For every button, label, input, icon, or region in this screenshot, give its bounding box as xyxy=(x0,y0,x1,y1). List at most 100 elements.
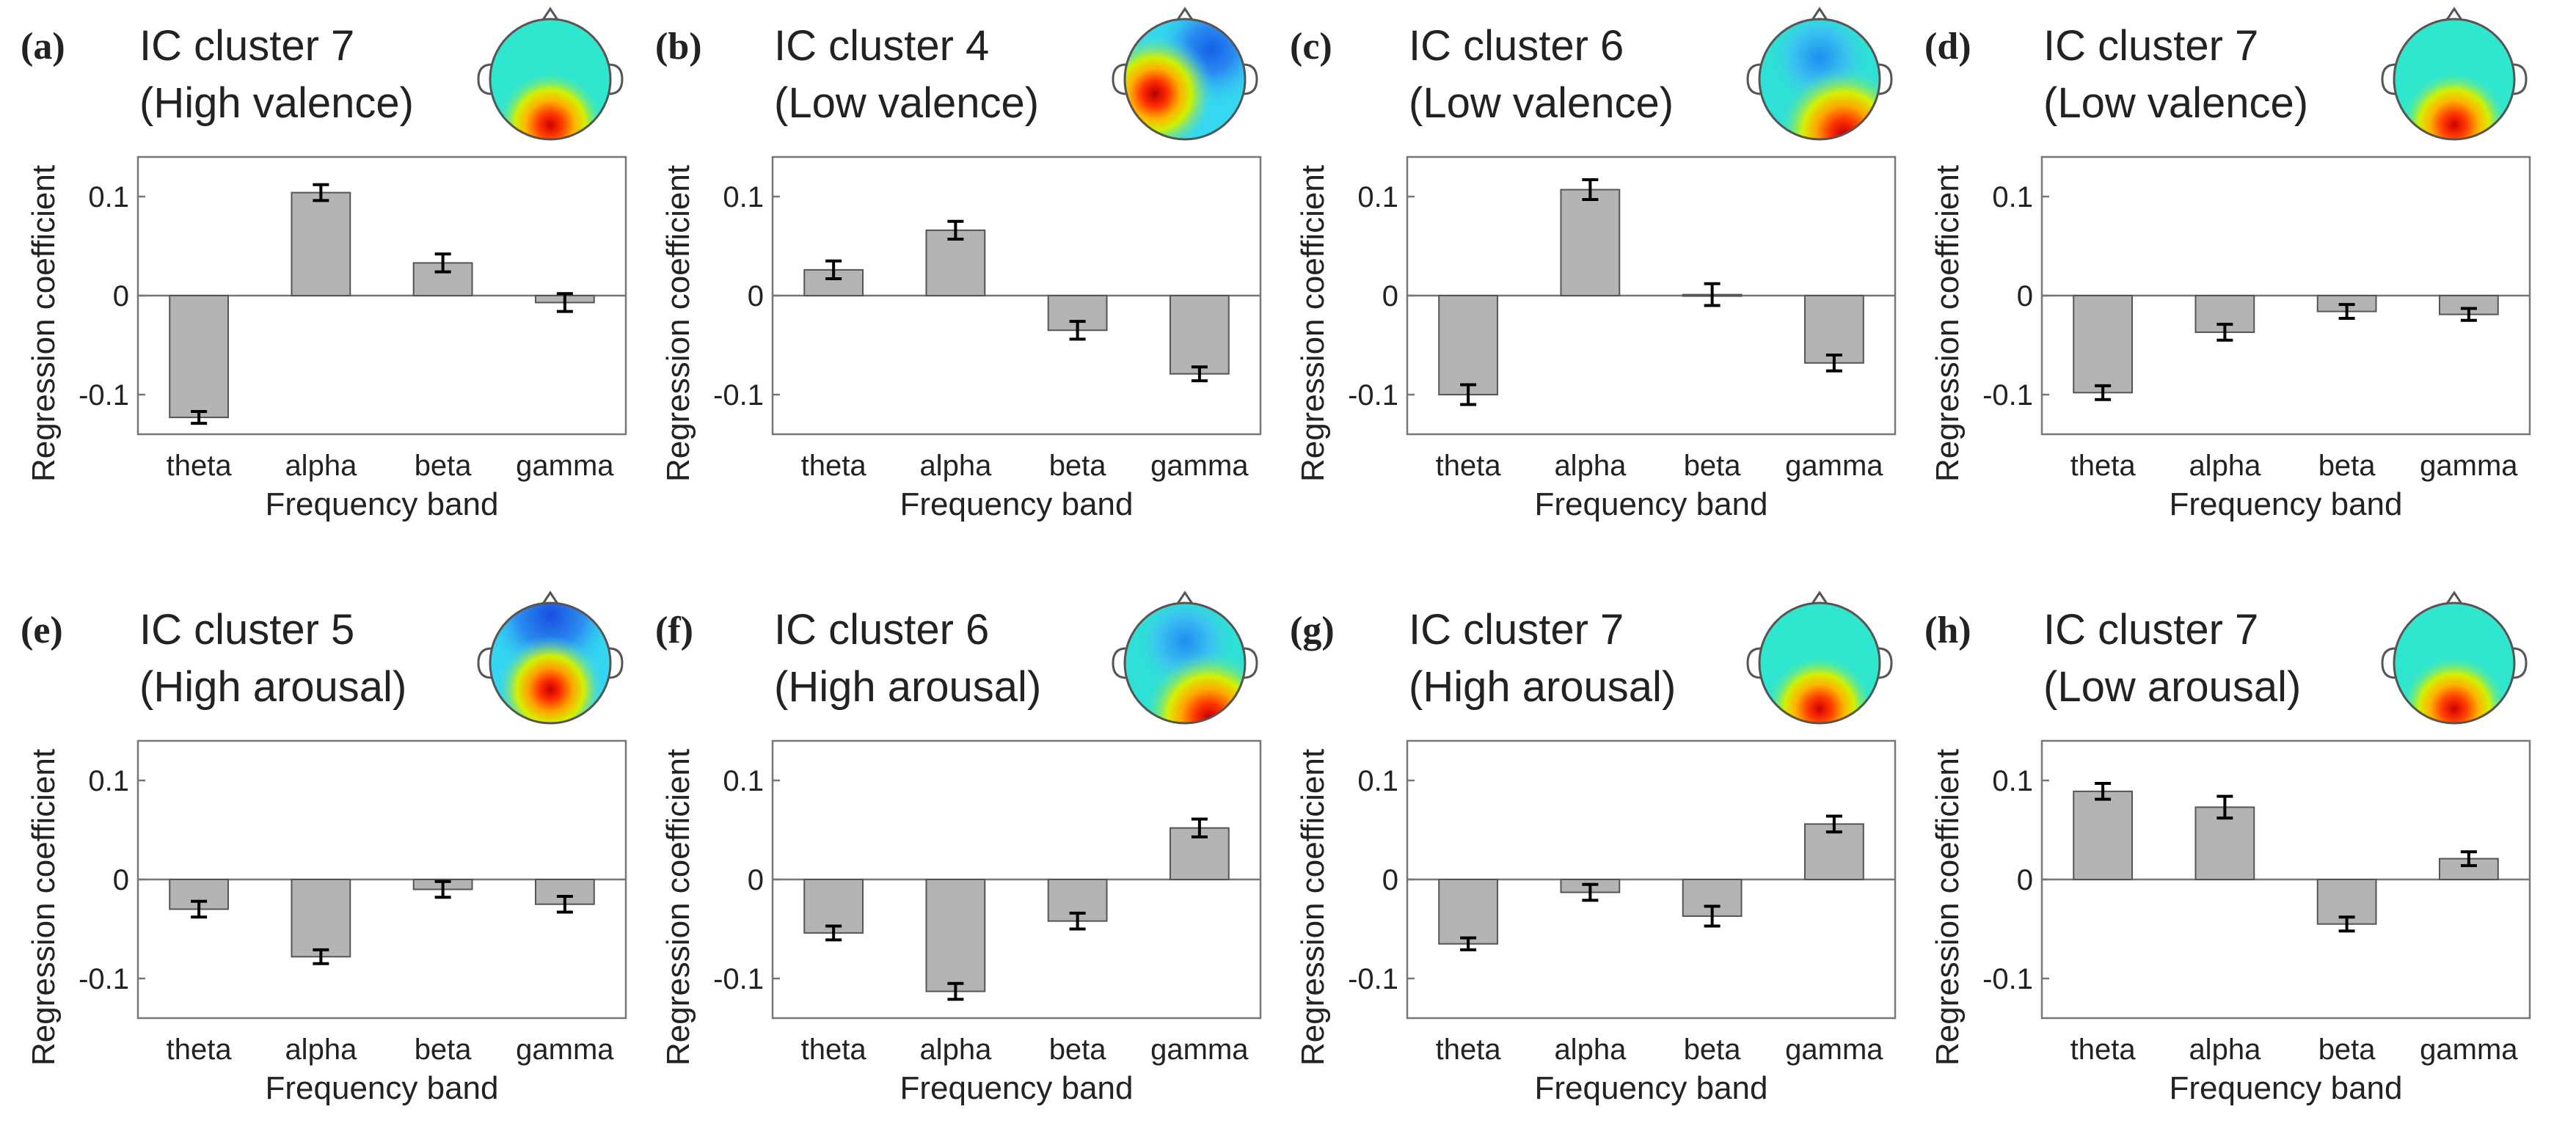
x-tick-label-theta: theta xyxy=(801,450,867,482)
head-nose xyxy=(2445,7,2463,21)
x-tick-label-gamma: gamma xyxy=(1785,1034,1883,1066)
head-nose xyxy=(1176,7,1194,21)
panel-letter: (a) xyxy=(21,26,65,67)
head-right-ear xyxy=(2512,63,2528,95)
x-tick-label-alpha: alpha xyxy=(285,450,357,482)
head-left-ear xyxy=(2381,63,2396,95)
head-left-ear xyxy=(1746,647,1762,679)
x-tick-label-alpha: alpha xyxy=(2189,1034,2261,1066)
y-tick-label: 0.1 xyxy=(88,181,129,213)
panel-letter: (h) xyxy=(1924,610,1971,651)
x-tick-label-theta: theta xyxy=(801,1034,867,1066)
y-tick-label: 0.1 xyxy=(723,181,764,213)
panel-d: (d) IC cluster 7 (Low valence) 0.1 0 -0.1 thet… xyxy=(1924,7,2531,522)
head-blob xyxy=(1125,19,1245,139)
head-blob xyxy=(2394,603,2514,723)
panel-b: (b) IC cluster 4 (Low valence) 0.1 0 -0.1 thet… xyxy=(655,7,1262,522)
y-tick-label: -0.1 xyxy=(1348,379,1398,411)
error-bar-alpha xyxy=(1582,882,1599,902)
panel-letter: (g) xyxy=(1290,610,1335,651)
x-tick-label-beta: beta xyxy=(1684,450,1742,482)
head-right-ear xyxy=(2512,647,2528,679)
panel-title-line2: (High arousal) xyxy=(1409,663,1676,711)
bar-theta xyxy=(2073,295,2134,394)
head-blob xyxy=(1759,19,1880,139)
bar-alpha xyxy=(291,879,351,958)
bar-theta xyxy=(169,295,230,419)
x-tick-label-beta: beta xyxy=(1049,1034,1107,1066)
bar-theta xyxy=(2073,790,2134,880)
head-nose xyxy=(1811,7,1828,21)
y-axis-label: Regression coefficient xyxy=(1295,749,1331,1066)
head-blob xyxy=(490,19,610,139)
head-left-ear xyxy=(1112,647,1127,679)
error-bar-gamma xyxy=(2460,307,2477,322)
x-tick-label-gamma: gamma xyxy=(2420,1034,2518,1066)
head-nose xyxy=(541,590,559,604)
x-tick-label-theta: theta xyxy=(1436,1034,1502,1066)
head-outline xyxy=(1123,601,1247,725)
error-bar-alpha xyxy=(313,948,329,965)
head-left-ear xyxy=(477,647,492,679)
panel-title-line2: (Low valence) xyxy=(1409,79,1674,127)
panel-e: (e) IC cluster 5 (High arousal) 0.1 0 -0.1 the… xyxy=(21,590,627,1106)
y-tick-label: -0.1 xyxy=(79,379,129,411)
head-outline xyxy=(2393,601,2516,725)
topomap-head-icon xyxy=(1746,590,1893,725)
x-tick-label-alpha: alpha xyxy=(1554,1034,1627,1066)
error-bar-alpha xyxy=(947,219,964,241)
x-tick-label-beta: beta xyxy=(2318,450,2376,482)
error-bar-alpha xyxy=(313,183,329,202)
bar-alpha xyxy=(925,229,986,296)
error-bar-beta xyxy=(1069,911,1086,931)
x-axis-label: Frequency band xyxy=(2170,486,2403,522)
error-bar-gamma xyxy=(2460,850,2477,868)
panel-title-line1: IC cluster 7 xyxy=(2043,22,2258,70)
x-axis-label: Frequency band xyxy=(266,486,499,522)
head-nose xyxy=(1811,590,1828,604)
error-bar-theta xyxy=(825,924,842,942)
error-bar-alpha xyxy=(2216,794,2233,820)
y-tick-label: 0 xyxy=(113,864,129,896)
head-outline xyxy=(489,601,612,725)
panel-f: (f) IC cluster 6 (High arousal) 0.1 0 -0.1 the… xyxy=(655,590,1262,1106)
panel-title-line1: IC cluster 6 xyxy=(1409,22,1624,70)
error-bar-theta xyxy=(191,409,208,425)
x-tick-label-alpha: alpha xyxy=(2189,450,2261,482)
y-tick-label: 0 xyxy=(1382,864,1398,896)
panel-letter: (c) xyxy=(1290,26,1332,67)
y-tick-label: 0 xyxy=(748,280,764,312)
y-tick-label: -0.1 xyxy=(713,963,764,995)
x-tick-label-alpha: alpha xyxy=(1554,450,1627,482)
bar-alpha xyxy=(291,191,351,296)
x-tick-label-theta: theta xyxy=(167,450,233,482)
x-tick-label-gamma: gamma xyxy=(516,450,614,482)
error-bar-beta xyxy=(1069,320,1086,341)
y-tick-label: 0 xyxy=(2017,280,2033,312)
topomap-head-icon xyxy=(1112,590,1258,725)
head-outline xyxy=(489,18,612,141)
error-bar-theta xyxy=(825,259,842,281)
x-axis-label: Frequency band xyxy=(900,1070,1134,1106)
error-bar-gamma xyxy=(556,292,573,313)
y-tick-label: 0.1 xyxy=(1357,765,1398,797)
y-axis-label: Regression coefficient xyxy=(660,749,696,1066)
y-tick-label: -0.1 xyxy=(1348,963,1398,995)
head-right-ear xyxy=(608,63,624,95)
error-bar-alpha xyxy=(947,981,964,1001)
y-axis-label: Regression coefficient xyxy=(26,749,62,1066)
x-tick-label-beta: beta xyxy=(415,450,472,482)
head-right-ear xyxy=(1878,647,1893,679)
topomap-head-icon xyxy=(1746,7,1893,141)
error-bar-beta xyxy=(2338,303,2355,321)
head-blob xyxy=(1125,603,1245,723)
panel-title-line1: IC cluster 7 xyxy=(2043,606,2258,654)
error-bar-theta xyxy=(1460,383,1477,406)
panel-c: (c) IC cluster 6 (Low valence) 0.1 0 -0.1 thet… xyxy=(1290,7,1897,522)
head-left-ear xyxy=(2381,647,2396,679)
y-tick-label: 0 xyxy=(2017,864,2033,896)
error-bar-beta xyxy=(434,879,451,899)
y-tick-label: 0 xyxy=(1382,280,1398,312)
